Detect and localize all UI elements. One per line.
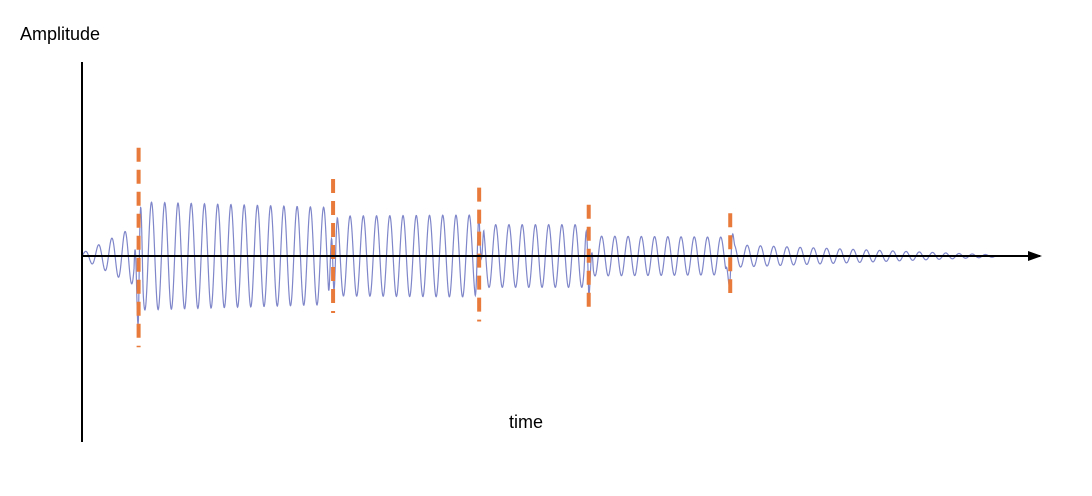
y-axis-label: Amplitude	[20, 24, 100, 44]
marker-layer	[136, 147, 733, 348]
x-axis-label: time	[509, 412, 543, 432]
signal-waveform	[81, 201, 996, 325]
signal-layer	[81, 201, 996, 325]
